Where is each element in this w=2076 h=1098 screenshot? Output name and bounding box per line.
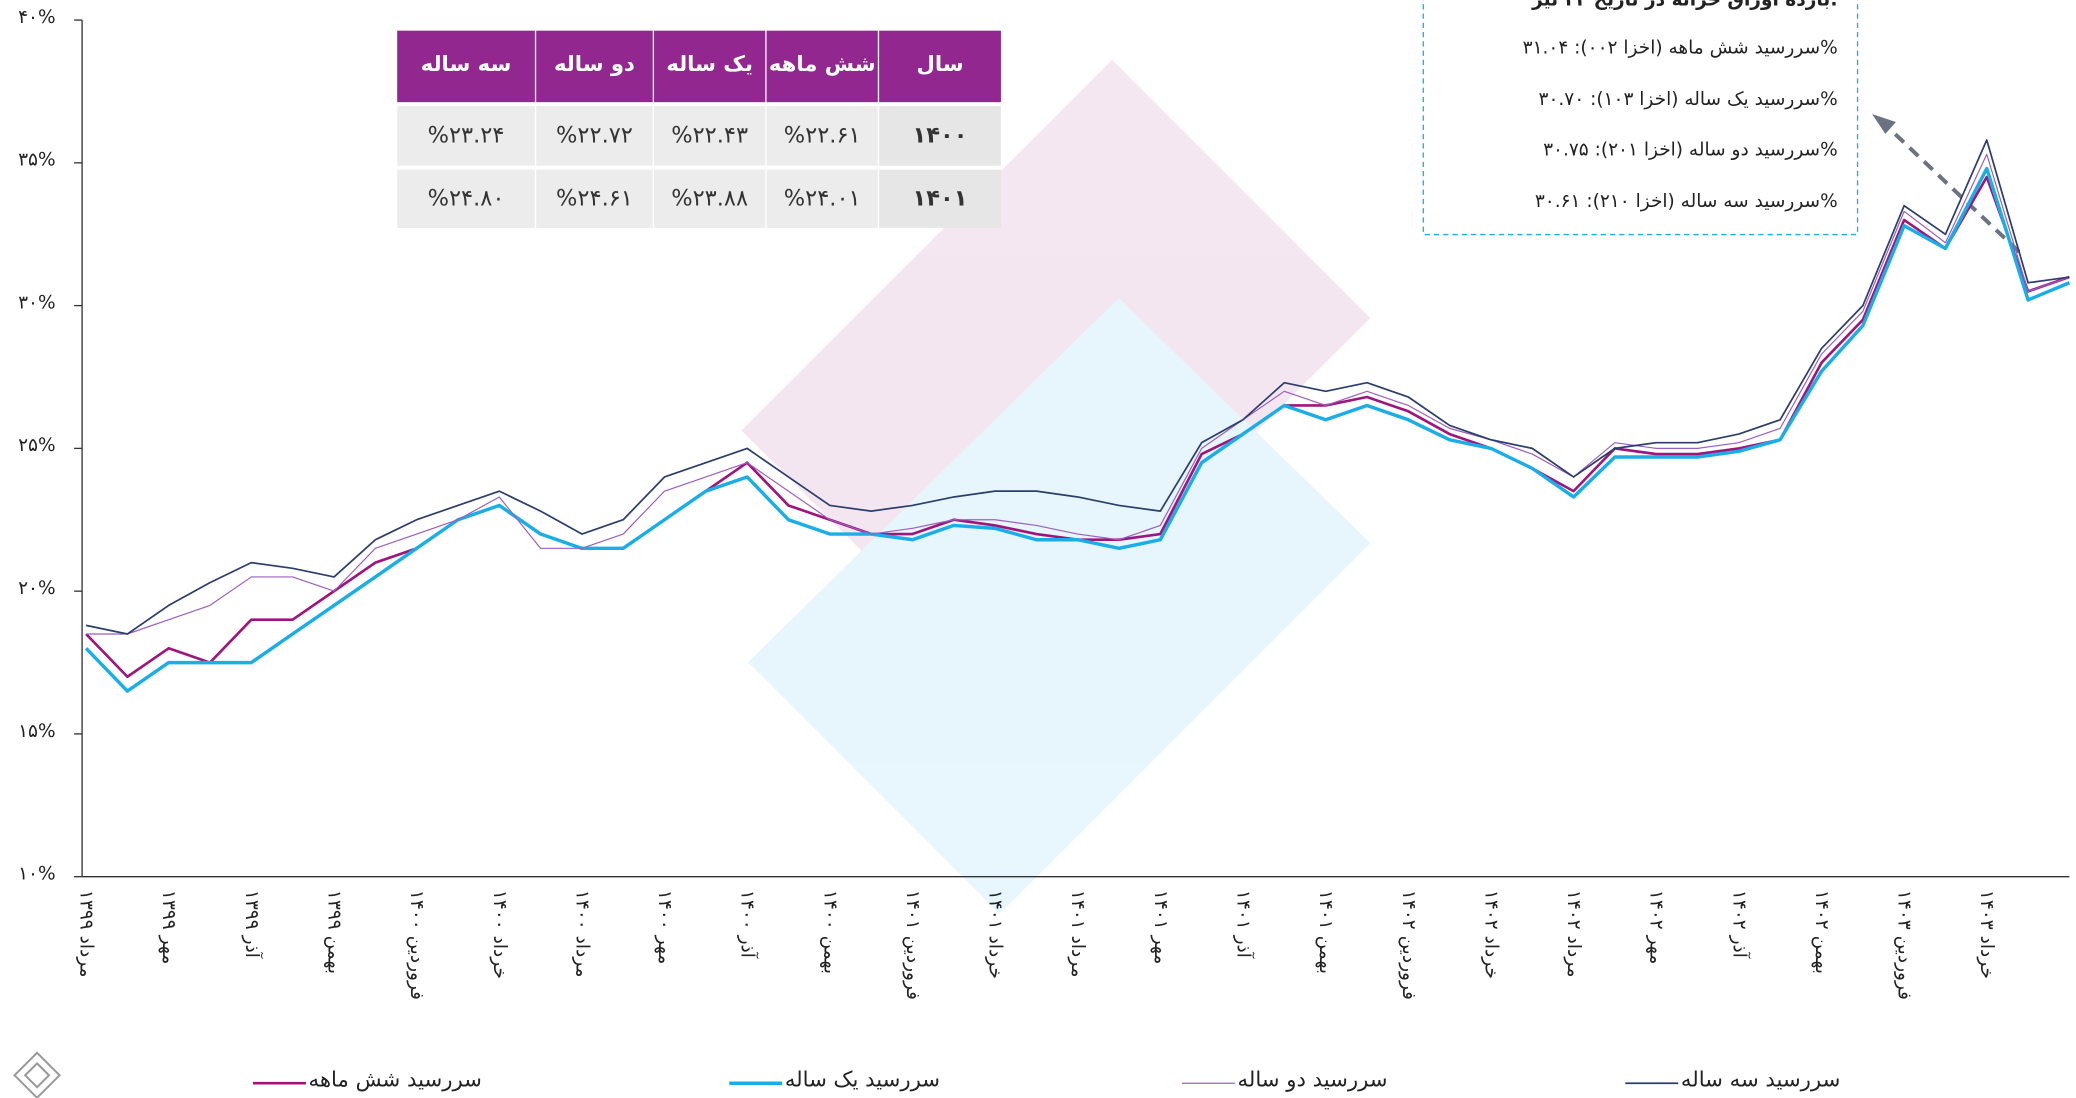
series-line: [86, 153, 2070, 635]
y-tick-label: ۱۵%: [18, 721, 55, 742]
table-cell-text: %۲۴.۰۱: [784, 185, 861, 211]
table-cell-text: ۱۴۰۰: [913, 122, 968, 148]
y-tick-label: ۲۰%: [18, 578, 55, 599]
x-tick-label: فروردین ۱۴۰۱: [902, 890, 923, 1000]
table-header-text: دو ساله: [554, 51, 635, 76]
x-tick-label: فروردین ۱۴۰۳: [1894, 890, 1915, 1000]
table-cell-text: %۲۲.۷۲: [556, 122, 633, 148]
table-cell: [654, 106, 766, 166]
x-tick-label: بهمن ۱۴۰۰: [819, 890, 840, 974]
x-tick-label: خرداد ۱۴۰۲: [1480, 890, 1501, 979]
table-header-cell: [654, 30, 766, 103]
legend-label: سررسید دو ساله: [1238, 1067, 1388, 1092]
annotation-text: سررسید دو ساله (اخزا ۲۰۱): ۳۰.۷۵%: [1543, 139, 1838, 160]
legend-label: سررسید سه ساله: [1681, 1067, 1840, 1092]
annotation-text: بازده اوراق خزانه در تاریخ ۲۲ تیر:: [1531, 0, 1838, 11]
table-header-text: سه ساله: [421, 51, 512, 76]
table-header-cell: [766, 30, 878, 103]
table-cell: [536, 169, 653, 228]
x-tick-label: مهر ۱۴۰۰: [654, 890, 675, 964]
series-line: [84, 166, 2071, 693]
x-tick-label: بهمن ۱۴۰۱: [1315, 890, 1336, 974]
table-cell-text: %۲۳.۸۸: [671, 185, 748, 211]
annotation-text: سررسید سه ساله (اخزا ۲۱۰): ۳۰.۶۱%: [1535, 191, 1838, 212]
x-tick-label: مهر ۱۴۰۱: [1150, 890, 1171, 964]
y-tick-label: ۳۵%: [18, 150, 55, 171]
legend-label: سررسید یک ساله: [785, 1067, 940, 1092]
logo: [13, 1051, 61, 1098]
table-header-text: سال: [916, 51, 963, 76]
annotation-arrow: [1885, 124, 2021, 254]
x-tick-label: خرداد ۱۴۰۱: [985, 890, 1006, 979]
y-tick-label: ۱۰%: [18, 864, 55, 885]
x-tick-label: آذر ۱۴۰۰: [737, 890, 760, 959]
x-tick-label: مهر ۱۴۰۲: [1646, 890, 1667, 964]
table-header-cell: [397, 30, 535, 103]
x-tick-label: بهمن ۱۴۰۲: [1811, 890, 1832, 974]
annotation-box: [1422, 0, 1859, 236]
legend-label: سررسید شش ماهه: [309, 1067, 482, 1092]
y-tick-label: ۳۰%: [18, 292, 55, 313]
x-tick-label: آذر ۱۴۰۲: [1728, 890, 1751, 959]
table-cell: [536, 106, 653, 166]
y-tick-label: ۴۰%: [18, 7, 55, 28]
x-tick-label: آذر ۱۴۰۱: [1232, 890, 1255, 959]
table-header-cell: [879, 30, 1001, 103]
x-tick-label: فروردین ۱۴۰۲: [1398, 890, 1419, 1000]
x-tick-label: آذر ۱۳۹۹: [241, 890, 264, 959]
annotation-text: سررسید شش ماهه (اخزا ۰۰۲): ۳۱.۰۴%: [1523, 37, 1838, 58]
table-header-cell: [536, 30, 653, 103]
x-tick-label: مهر ۱۳۹۹: [158, 890, 179, 964]
x-tick-label: فروردین ۱۴۰۰: [406, 890, 427, 1000]
table-cell-text: %۲۳.۲۴: [428, 122, 505, 148]
table-header-text: یک ساله: [666, 51, 753, 76]
table-cell: [879, 106, 1001, 166]
table-cell: [654, 169, 766, 228]
table-cell-text: ۱۴۰۱: [913, 185, 968, 211]
table-cell: [879, 169, 1001, 228]
table-cell: [766, 106, 878, 166]
annotation-text: سررسید یک ساله (اخزا ۱۰۳): ۳۰.۷۰%: [1539, 89, 1838, 110]
table-cell-text: %۲۲.۴۳: [671, 122, 748, 148]
x-tick-label: مرداد ۱۴۰۰: [571, 890, 592, 977]
x-tick-label: بهمن ۱۳۹۹: [323, 890, 344, 974]
x-tick-label: خرداد ۱۴۰۳: [1976, 890, 1997, 979]
table-cell-text: %۲۴.۶۱: [556, 185, 633, 211]
x-tick-label: خرداد ۱۴۰۰: [489, 890, 510, 979]
table-cell: [766, 169, 878, 228]
table-cell: [397, 106, 535, 166]
table-cell-text: %۲۴.۸۰: [428, 185, 505, 211]
series-line: [85, 139, 2070, 635]
table-cell: [397, 169, 535, 228]
x-tick-label: مرداد ۱۳۹۹: [76, 890, 97, 977]
y-tick-label: ۲۵%: [18, 435, 55, 456]
table-cell-text: %۲۲.۶۱: [784, 122, 861, 148]
table-header-text: شش ماهه: [769, 51, 876, 76]
x-tick-label: مرداد ۱۴۰۱: [1067, 890, 1088, 977]
x-tick-label: مرداد ۱۴۰۲: [1563, 890, 1584, 977]
arrow-head: [1872, 114, 1896, 134]
